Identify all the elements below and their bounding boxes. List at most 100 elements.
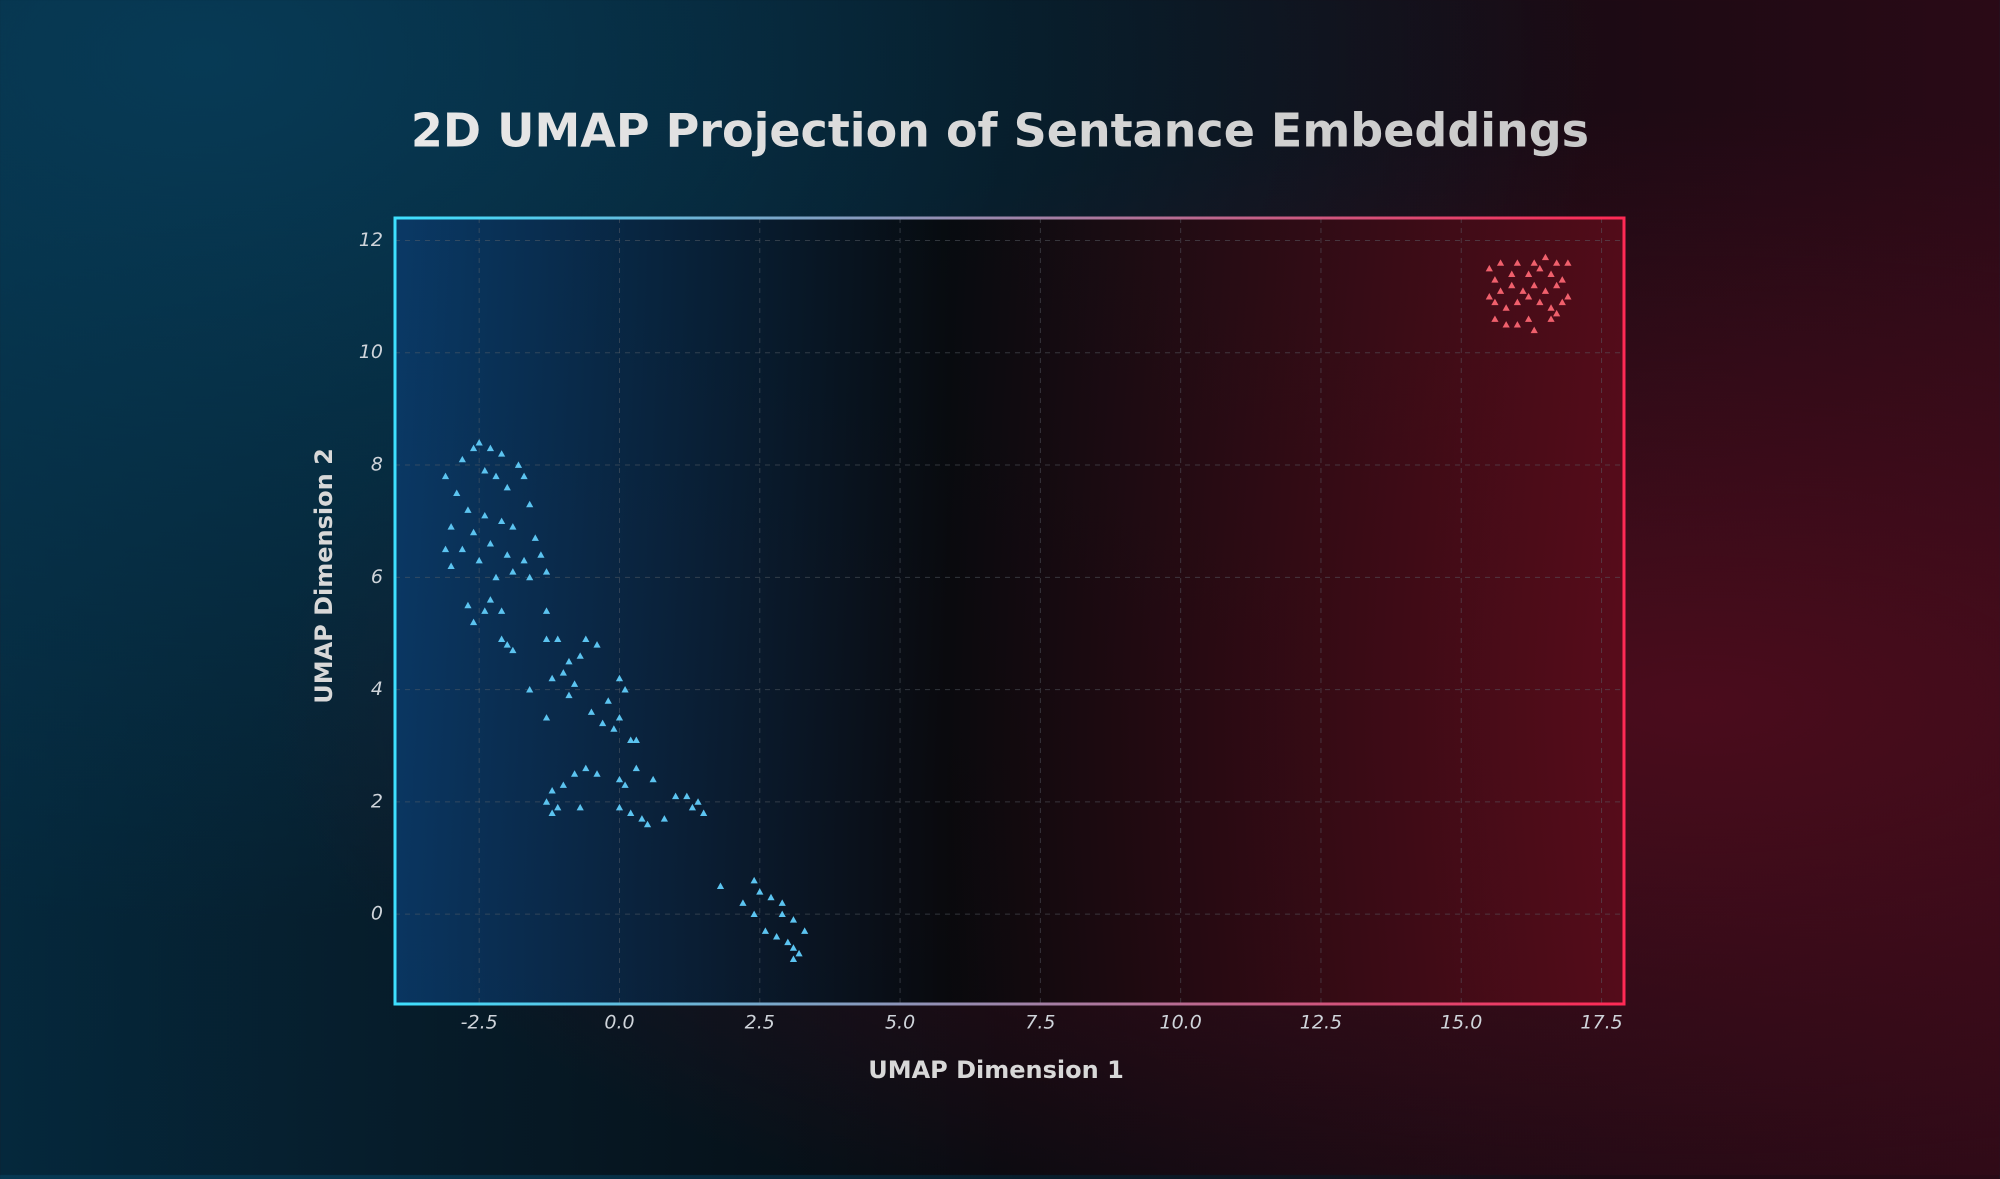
point: [1491, 276, 1499, 283]
point: [632, 764, 640, 772]
plot-frame: [393, 216, 1626, 1006]
point: [526, 686, 534, 693]
point: [1530, 326, 1538, 334]
point: [660, 815, 668, 822]
point: [509, 568, 517, 575]
point: [582, 635, 590, 642]
x-tick-label: 10.0: [1160, 1012, 1202, 1034]
point: [441, 472, 450, 480]
point: [784, 938, 792, 946]
point: [542, 798, 551, 805]
point: [520, 556, 528, 564]
point: [514, 461, 523, 468]
point: [486, 596, 495, 603]
point: [593, 770, 601, 777]
point: [615, 803, 624, 811]
point: [503, 551, 511, 558]
point: [1496, 259, 1505, 266]
point: [615, 775, 624, 783]
x-tick-label: 2.5: [745, 1012, 775, 1034]
x-axis-label: UMAP Dimension 1: [868, 1056, 1124, 1084]
point: [593, 641, 601, 648]
point: [627, 809, 635, 816]
point: [767, 893, 775, 901]
point: [509, 646, 517, 654]
point: [498, 607, 506, 614]
point: [548, 787, 556, 794]
point: [1491, 315, 1499, 322]
point: [554, 803, 562, 811]
point: [1536, 298, 1544, 306]
point: [554, 635, 562, 642]
point: [492, 573, 500, 581]
point: [778, 910, 786, 918]
y-axis-label: UMAP Dimension 2: [310, 448, 338, 704]
point: [1564, 293, 1572, 300]
point: [773, 933, 781, 940]
point: [1541, 253, 1550, 261]
point: [1496, 287, 1505, 294]
point: [1485, 264, 1493, 272]
point: [570, 770, 579, 777]
point: [447, 562, 455, 569]
y-tick-label: 4: [371, 678, 383, 700]
point: [1530, 259, 1538, 266]
point: [1513, 259, 1521, 266]
point: [542, 714, 551, 721]
point: [688, 803, 697, 811]
point: [492, 472, 500, 480]
points: [441, 253, 1572, 962]
point: [1502, 304, 1510, 311]
point: [610, 725, 618, 732]
x-tick-label: 7.5: [1025, 1012, 1055, 1034]
point: [627, 736, 635, 744]
point: [542, 607, 551, 614]
point: [1564, 259, 1572, 266]
point: [1502, 321, 1510, 328]
point: [565, 691, 573, 699]
point: [498, 517, 506, 525]
point: [570, 680, 579, 687]
point: [509, 523, 517, 530]
point: [475, 438, 483, 446]
point: [789, 916, 798, 923]
point: [649, 775, 657, 783]
point: [542, 568, 551, 575]
point: [481, 467, 489, 474]
point: [1508, 270, 1516, 278]
point: [582, 764, 590, 772]
point: [1485, 293, 1493, 300]
point: [778, 899, 786, 906]
point: [503, 483, 511, 491]
point: [464, 506, 472, 513]
point: [576, 652, 584, 659]
point: [638, 815, 646, 822]
point: [756, 888, 764, 895]
x-tick-label: 5.0: [885, 1012, 915, 1034]
point: [475, 556, 483, 564]
point: [1553, 259, 1561, 266]
point: [694, 798, 702, 805]
point: [621, 781, 629, 788]
point: [1513, 321, 1521, 328]
point: [469, 444, 478, 452]
y-tick-label: 8: [371, 454, 383, 476]
point: [503, 641, 511, 648]
point: [559, 781, 567, 788]
x-tick-label: -2.5: [461, 1012, 498, 1034]
point: [643, 820, 652, 828]
point: [469, 618, 478, 626]
point: [526, 500, 534, 508]
point: [520, 472, 528, 480]
point: [537, 551, 545, 558]
point: [498, 635, 506, 642]
point: [526, 573, 534, 581]
y-tick-label: 6: [371, 566, 383, 588]
point: [458, 545, 466, 553]
x-tick-label: 15.0: [1440, 1012, 1482, 1034]
point: [1491, 298, 1499, 306]
point: [615, 674, 624, 682]
point: [576, 803, 584, 811]
point: [587, 708, 596, 715]
